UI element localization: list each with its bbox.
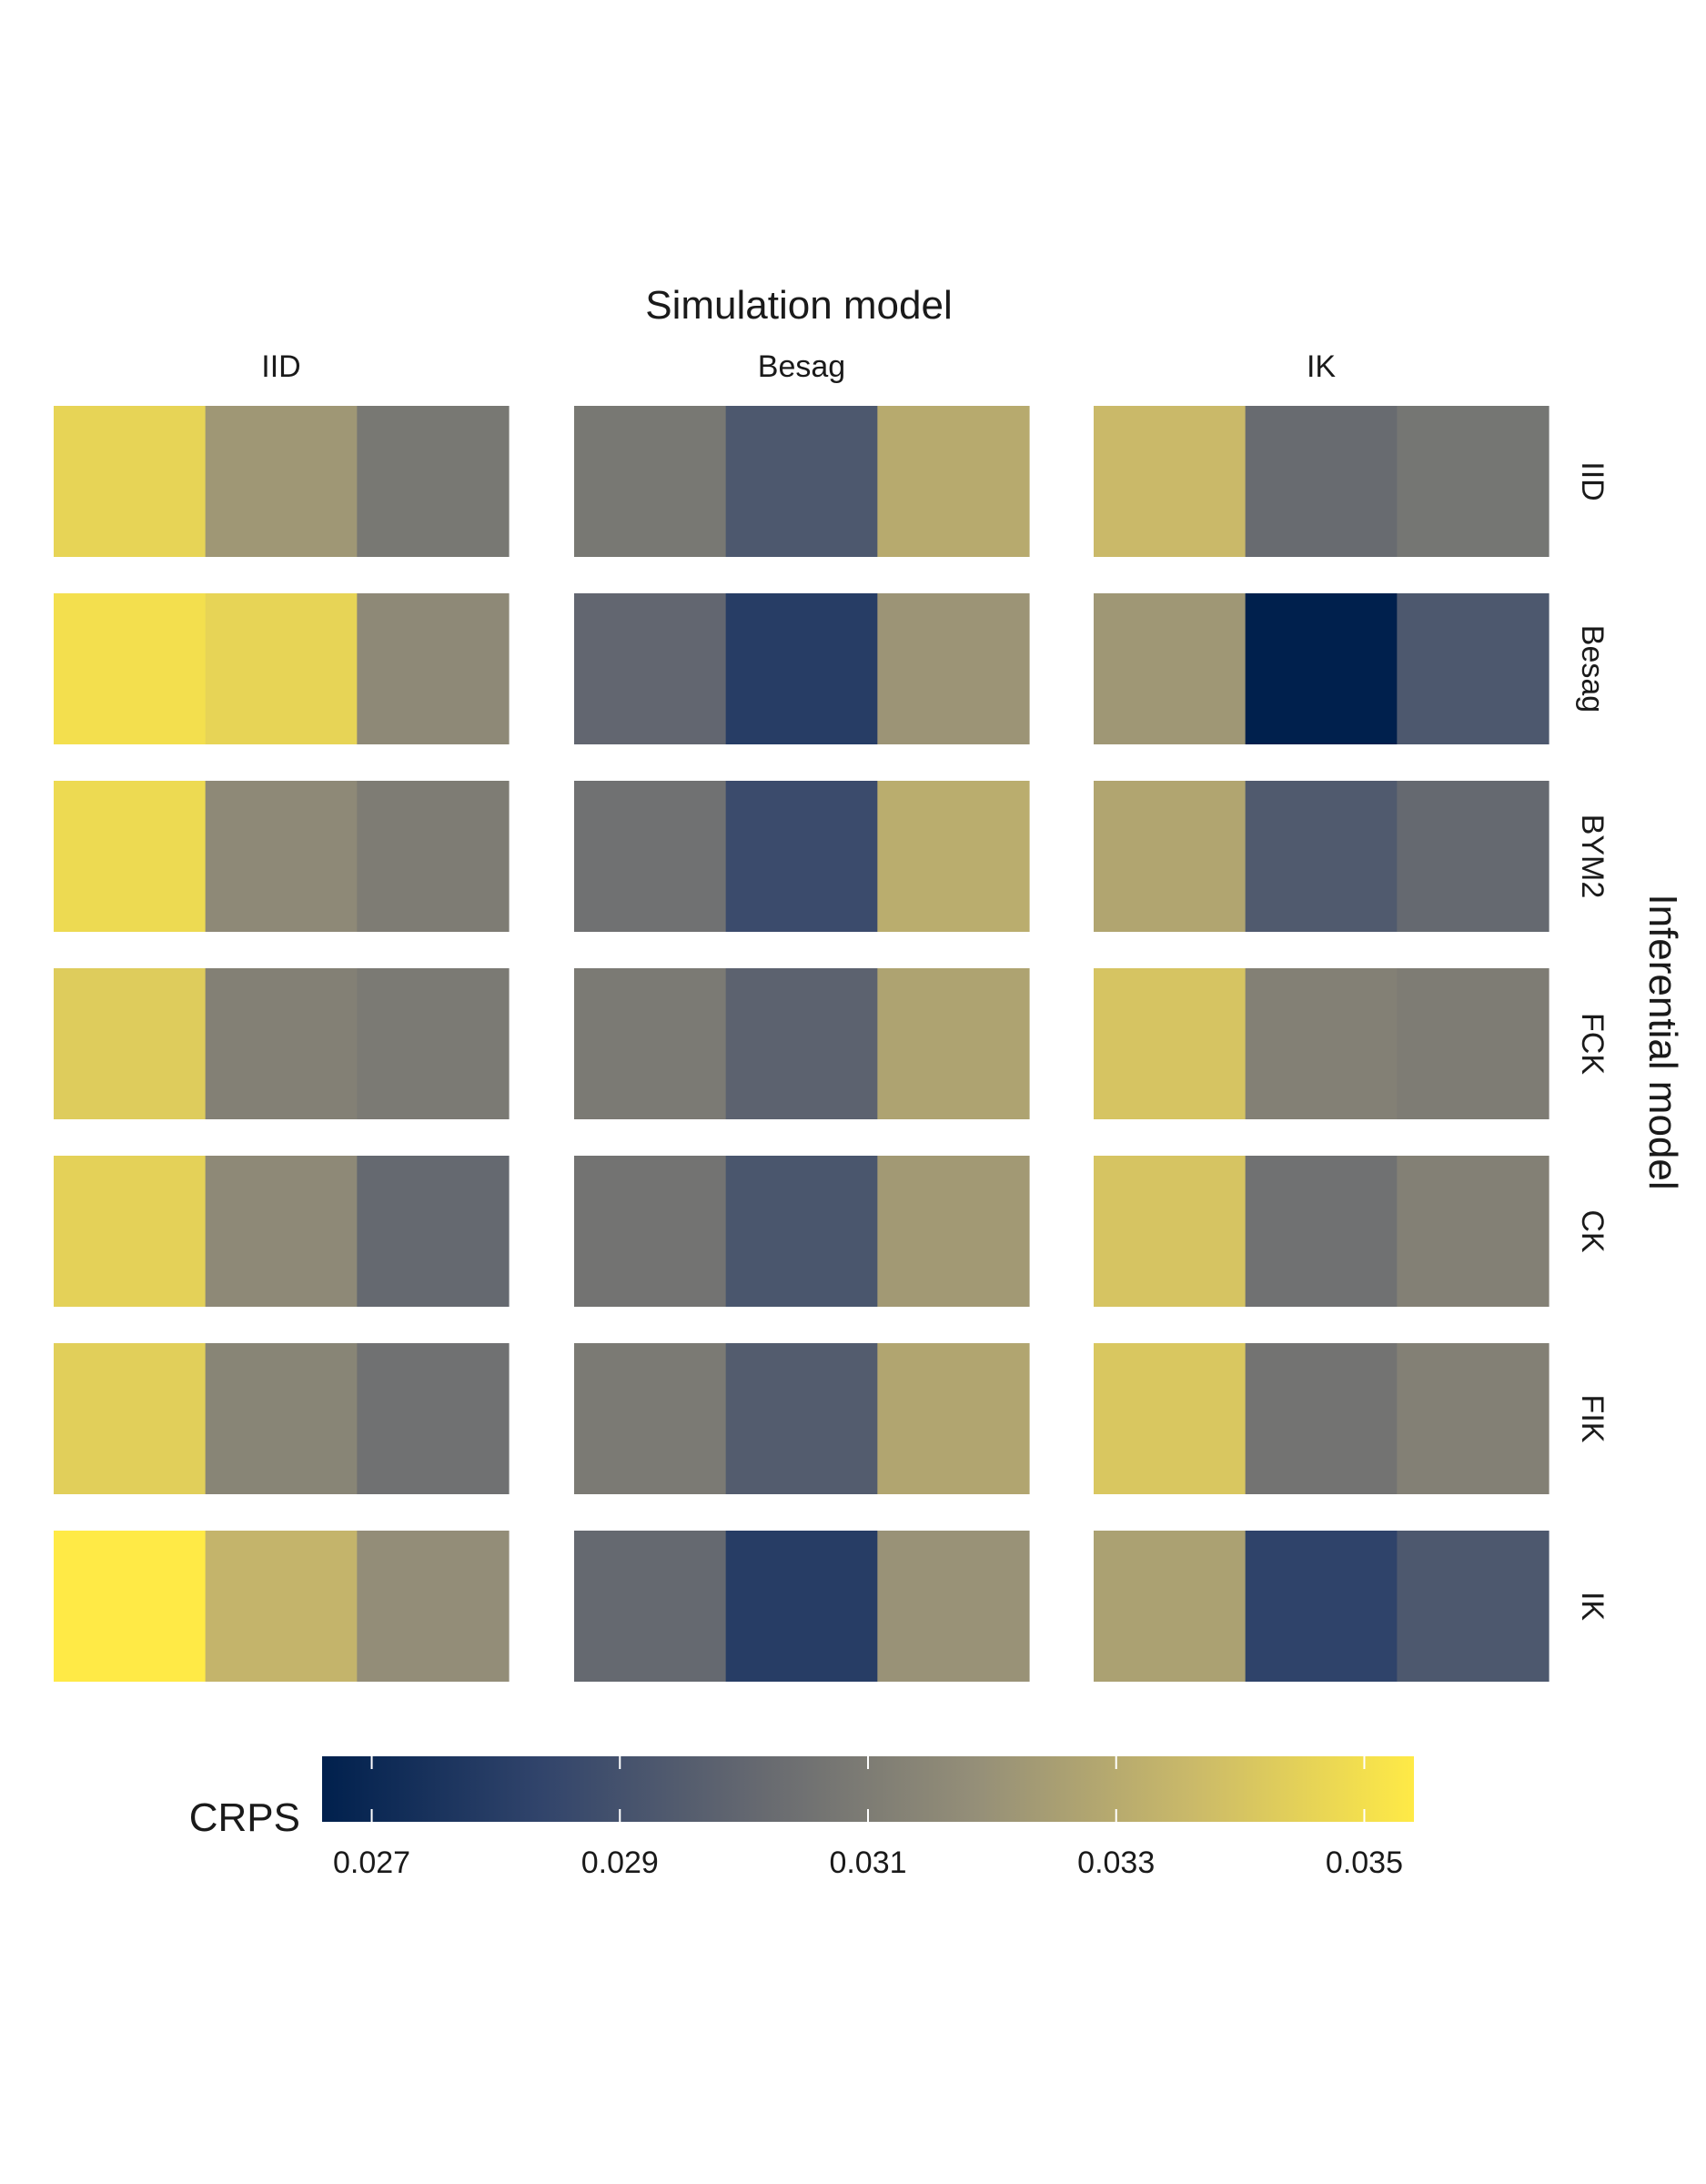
heatmap-cell-bym2-besag-1 [574, 781, 727, 932]
heatmap-cell-fck-besag-2 [725, 968, 878, 1119]
heatmap-cell-ck-ik-1 [1094, 1156, 1247, 1307]
inferential-model-label-besag: Besag [1575, 625, 1610, 713]
heatmap-cell-fik-iid-2 [205, 1343, 358, 1494]
heatmap-cell-fck-ik-1 [1094, 968, 1247, 1119]
simulation-model-label-besag: Besag [758, 349, 845, 384]
heatmap-cell-ck-besag-1 [574, 1156, 727, 1307]
heatmap-cell-bym2-iid-3 [357, 781, 510, 932]
heatmap-cell-iid-iid-1 [54, 406, 207, 557]
inferential-model-label-iid: IID [1575, 461, 1610, 500]
heatmap-cell-ck-iid-3 [357, 1156, 510, 1307]
colorbar-tick-label: 0.033 [1077, 1845, 1155, 1880]
inferential-model-strip-labels: IID Besag BYM2 FCK CK FIK IK [1575, 461, 1610, 1621]
heatmap-panels [54, 406, 1550, 1682]
heatmap-cell-fik-besag-1 [574, 1343, 727, 1494]
heatmap-cell-bym2-iid-1 [54, 781, 207, 932]
heatmap-cell-ik-iid-2 [205, 1531, 358, 1682]
heatmap-cell-bym2-iid-2 [205, 781, 358, 932]
heatmap-cell-fik-iid-3 [357, 1343, 510, 1494]
heatmap-cell-bym2-ik-1 [1094, 781, 1247, 932]
heatmap-cell-fck-ik-2 [1245, 968, 1398, 1119]
heatmap-cell-ik-ik-1 [1094, 1531, 1247, 1682]
heatmap-cell-fik-ik-3 [1397, 1343, 1550, 1494]
inferential-model-label-bym2: BYM2 [1575, 814, 1610, 899]
legend-title: CRPS [189, 1795, 300, 1840]
heatmap-cell-ik-iid-3 [357, 1531, 510, 1682]
heatmap-cell-iid-iid-2 [205, 406, 358, 557]
heatmap-cell-besag-besag-2 [725, 593, 878, 744]
colorbar-tick-label: 0.035 [1326, 1845, 1403, 1880]
simulation-model-label-ik: IK [1307, 349, 1336, 384]
heatmap-cell-bym2-ik-2 [1245, 781, 1398, 932]
heatmap-cell-ck-besag-2 [725, 1156, 878, 1307]
heatmap-cell-iid-ik-2 [1245, 406, 1398, 557]
heatmap-cell-iid-besag-3 [877, 406, 1030, 557]
chart-title: Simulation model [645, 283, 953, 328]
heatmap-cell-fik-ik-2 [1245, 1343, 1398, 1494]
heatmap-cell-fik-besag-3 [877, 1343, 1030, 1494]
inferential-model-label-fck: FCK [1575, 1013, 1610, 1075]
heatmap-cell-fck-ik-3 [1397, 968, 1550, 1119]
colorbar-ticks: 0.027 0.029 0.031 0.033 0.035 [333, 1756, 1403, 1880]
heatmap-cell-bym2-besag-2 [725, 781, 878, 932]
simulation-model-label-iid: IID [261, 349, 300, 384]
heatmap-cell-besag-iid-1 [54, 593, 207, 744]
heatmap-cell-besag-ik-1 [1094, 593, 1247, 744]
heatmap-cell-ik-besag-1 [574, 1531, 727, 1682]
heatmap-cell-ik-besag-3 [877, 1531, 1030, 1682]
heatmap-cell-besag-besag-3 [877, 593, 1030, 744]
colorbar-tick-label: 0.029 [581, 1845, 659, 1880]
inferential-model-axis-label: Inferential model [1640, 894, 1685, 1189]
heatmap-cell-ck-ik-2 [1245, 1156, 1398, 1307]
heatmap-cell-fik-iid-1 [54, 1343, 207, 1494]
heatmap-cell-iid-ik-1 [1094, 406, 1247, 557]
inferential-model-label-fik: FIK [1575, 1395, 1610, 1443]
heatmap-cell-ik-iid-1 [54, 1531, 207, 1682]
heatmap-cell-ck-iid-2 [205, 1156, 358, 1307]
heatmap-cell-besag-besag-1 [574, 593, 727, 744]
heatmap-cell-ck-iid-1 [54, 1156, 207, 1307]
heatmap-cell-iid-besag-2 [725, 406, 878, 557]
heatmap-cell-ik-ik-3 [1397, 1531, 1550, 1682]
heatmap-cell-fck-iid-1 [54, 968, 207, 1119]
inferential-model-label-ik: IK [1575, 1592, 1610, 1621]
heatmap-cell-fck-iid-3 [357, 968, 510, 1119]
heatmap-cell-iid-ik-3 [1397, 406, 1550, 557]
heatmap-cell-fik-besag-2 [725, 1343, 878, 1494]
heatmap-cell-fck-besag-3 [877, 968, 1030, 1119]
heatmap-cell-iid-iid-3 [357, 406, 510, 557]
heatmap-cell-besag-ik-3 [1397, 593, 1550, 744]
heatmap-cell-besag-iid-2 [205, 593, 358, 744]
colorbar-tick-label: 0.027 [333, 1845, 410, 1880]
heatmap-cell-ik-ik-2 [1245, 1531, 1398, 1682]
heatmap-cell-iid-besag-1 [574, 406, 727, 557]
heatmap-cell-fck-besag-1 [574, 968, 727, 1119]
heatmap-cell-ck-besag-3 [877, 1156, 1030, 1307]
crps-colorbar-legend: CRPS 0.027 0.029 0.031 0.033 0.035 [189, 1756, 1414, 1880]
heatmap-cell-fck-iid-2 [205, 968, 358, 1119]
heatmap-cell-ik-besag-2 [725, 1531, 878, 1682]
heatmap-cell-besag-iid-3 [357, 593, 510, 744]
heatmap-cell-besag-ik-2 [1245, 593, 1398, 744]
heatmap-cell-fik-ik-1 [1094, 1343, 1247, 1494]
heatmap-cell-bym2-ik-3 [1397, 781, 1550, 932]
inferential-model-label-ck: CK [1575, 1209, 1610, 1253]
simulation-model-strip-labels: IID Besag IK [261, 349, 1336, 384]
heatmap-cell-ck-ik-3 [1397, 1156, 1550, 1307]
colorbar-tick-label: 0.031 [829, 1845, 906, 1880]
heatmap-cell-bym2-besag-3 [877, 781, 1030, 932]
